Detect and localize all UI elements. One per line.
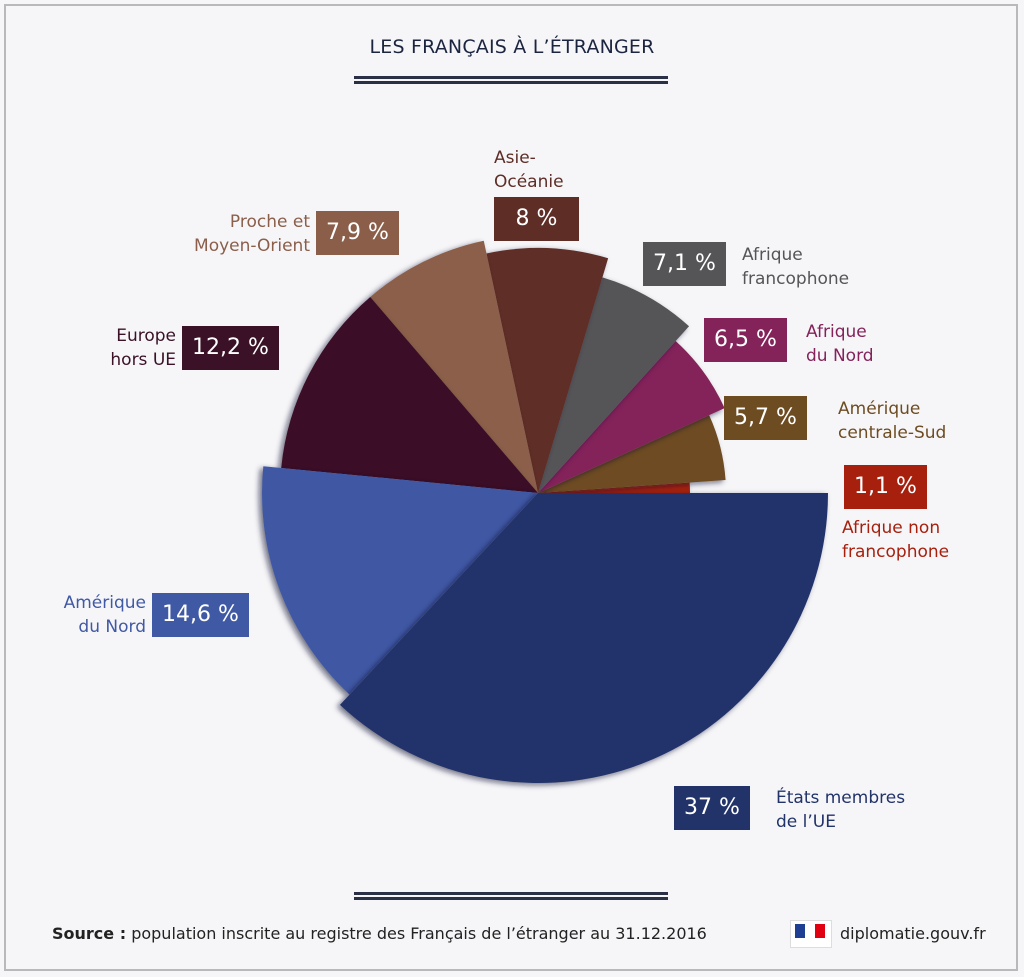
value-eu: 37 %: [674, 786, 750, 830]
value-afn: 6,5 %: [704, 318, 787, 362]
label-afn: Afrique du Nord: [806, 322, 874, 366]
pie-slice: [370, 240, 538, 493]
value-asie: 8 %: [494, 197, 579, 241]
marianne-logo: [790, 920, 832, 948]
pie-slice: [538, 415, 726, 493]
pie-slice: [538, 341, 725, 493]
label-afr: Afrique francophone: [742, 245, 850, 289]
value-amn: 14,6 %: [152, 593, 249, 637]
chart-title: LES FRANÇAIS À L’ÉTRANGER: [369, 36, 655, 58]
value-anf: 1,1 %: [844, 465, 927, 509]
label-eur: Europe hors UE: [110, 326, 176, 370]
value-acs: 5,7 %: [724, 396, 807, 440]
pie-slice: [538, 277, 690, 493]
pie-slice: [339, 493, 828, 783]
site-link[interactable]: diplomatie.gouv.fr: [840, 924, 986, 943]
label-amn: Amérique du Nord: [63, 593, 146, 637]
label-asie: Asie- Océanie: [494, 148, 564, 192]
value-eur: 12,2 %: [182, 326, 279, 370]
pie-slice: [261, 466, 538, 695]
label-anf: Afrique non francophone: [842, 518, 950, 562]
title-divider: [354, 76, 668, 84]
label-pmo: Proche et Moyen-Orient: [194, 212, 310, 256]
footer-divider: [354, 892, 668, 900]
value-afr: 7,1 %: [643, 242, 726, 286]
pie-slice: [281, 296, 538, 493]
label-acs: Amérique centrale-Sud: [838, 399, 947, 443]
value-pmo: 7,9 %: [316, 211, 399, 255]
frame: [4, 4, 1018, 971]
source-note: Source : population inscrite au registre…: [52, 924, 707, 943]
label-eu: États membres de l’UE: [776, 788, 906, 832]
pie-slice: [538, 482, 690, 493]
pie-slice: [486, 248, 609, 493]
